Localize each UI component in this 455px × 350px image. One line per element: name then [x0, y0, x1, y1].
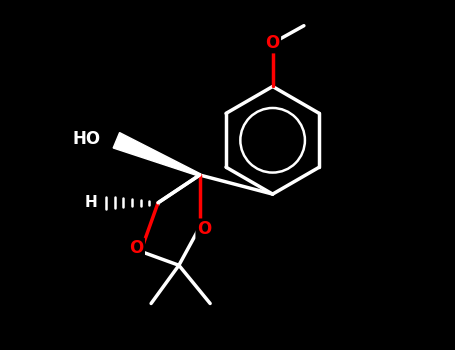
Text: O: O [129, 239, 144, 257]
Text: O: O [197, 220, 211, 238]
Text: O: O [266, 34, 280, 52]
Text: H: H [85, 195, 97, 210]
Polygon shape [113, 133, 200, 176]
Text: HO: HO [73, 130, 101, 148]
